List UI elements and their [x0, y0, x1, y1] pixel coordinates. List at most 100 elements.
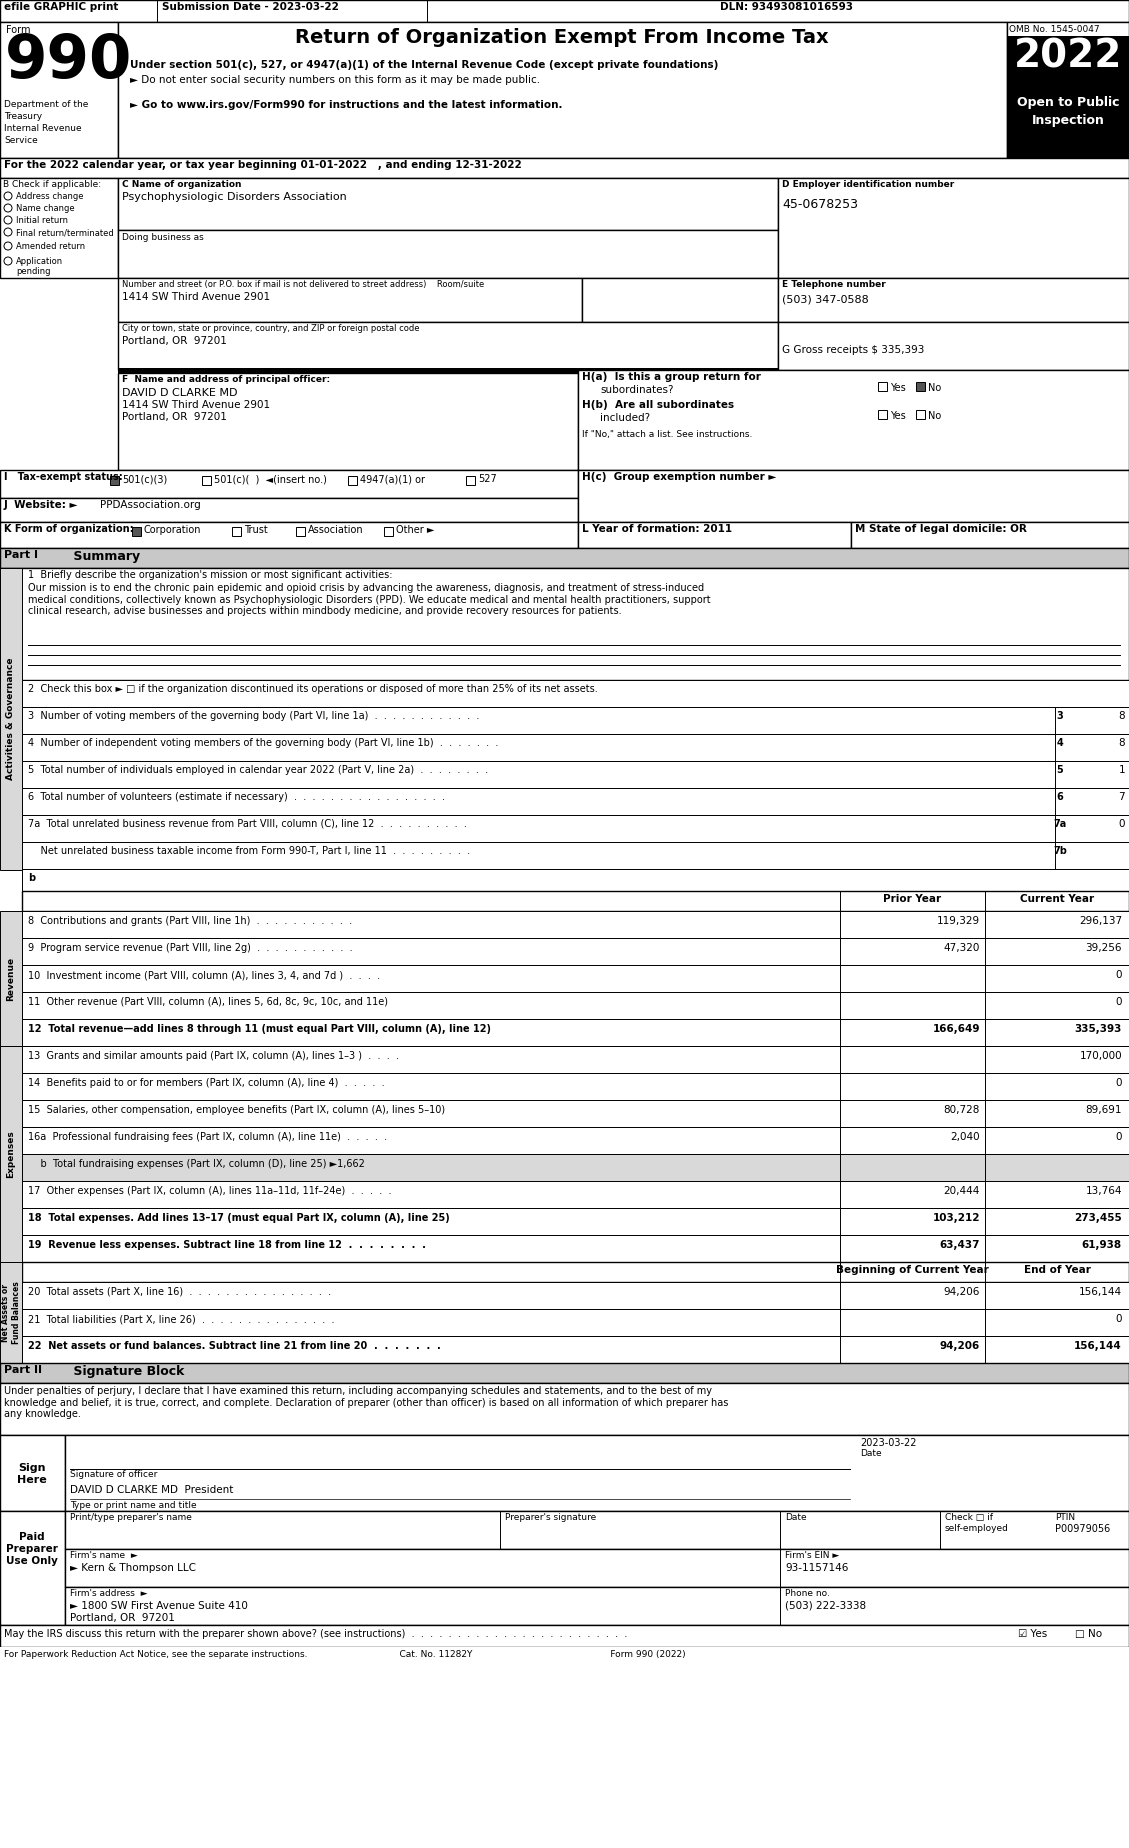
Bar	[21, 1336, 1129, 1364]
Bar	[119, 368, 778, 373]
Bar	[21, 911, 1129, 939]
Bar	[0, 911, 21, 1046]
Bar	[21, 939, 1129, 965]
Text: Expenses: Expenses	[7, 1131, 16, 1177]
Bar	[202, 477, 211, 484]
Text: 0: 0	[1115, 998, 1122, 1007]
Bar	[0, 1647, 1129, 1669]
Bar	[578, 521, 851, 549]
Text: ► 1800 SW First Avenue Suite 410: ► 1800 SW First Avenue Suite 410	[70, 1600, 248, 1611]
Text: 12  Total revenue—add lines 8 through 11 (must equal Part VIII, column (A), line: 12 Total revenue—add lines 8 through 11 …	[28, 1024, 491, 1035]
Text: □ No: □ No	[1075, 1628, 1102, 1639]
Text: Net Assets or
Fund Balances: Net Assets or Fund Balances	[1, 1281, 20, 1343]
Text: 166,649: 166,649	[933, 1024, 980, 1035]
Bar	[21, 1209, 1129, 1234]
Text: Under section 501(c), 527, or 4947(a)(1) of the Internal Revenue Code (except pr: Under section 501(c), 527, or 4947(a)(1)…	[130, 59, 718, 70]
Text: Submission Date - 2023-03-22: Submission Date - 2023-03-22	[161, 2, 339, 11]
Bar	[0, 22, 119, 157]
Bar	[65, 1512, 1129, 1549]
Bar	[21, 761, 1129, 787]
Text: 273,455: 273,455	[1075, 1212, 1122, 1223]
Bar	[21, 734, 1129, 761]
Bar	[65, 1436, 1129, 1512]
Bar	[916, 383, 925, 392]
Text: Corporation: Corporation	[145, 525, 201, 536]
Bar	[119, 177, 778, 229]
Text: Inspection: Inspection	[1032, 115, 1104, 128]
Bar	[0, 0, 1129, 22]
Text: Internal Revenue: Internal Revenue	[5, 124, 81, 133]
Text: E Telephone number: E Telephone number	[782, 281, 886, 288]
Text: Yes: Yes	[890, 383, 905, 394]
Bar	[21, 787, 1129, 815]
Text: 47,320: 47,320	[944, 942, 980, 954]
Text: May the IRS discuss this return with the preparer shown above? (see instructions: May the IRS discuss this return with the…	[5, 1628, 628, 1639]
Text: K Form of organization:: K Form of organization:	[5, 525, 133, 534]
Text: 7a  Total unrelated business revenue from Part VIII, column (C), line 12  .  .  : 7a Total unrelated business revenue from…	[28, 819, 467, 830]
Text: ☑ Yes: ☑ Yes	[1018, 1628, 1048, 1639]
Text: Final return/terminated: Final return/terminated	[16, 227, 114, 237]
Bar	[384, 527, 393, 536]
Bar	[0, 1382, 1129, 1436]
Bar	[878, 410, 887, 419]
Text: 0: 0	[1115, 970, 1122, 979]
Bar	[110, 477, 119, 484]
Bar	[21, 1308, 1129, 1336]
Text: If "No," attach a list. See instructions.: If "No," attach a list. See instructions…	[583, 431, 752, 440]
Text: 0: 0	[1115, 1077, 1122, 1088]
Bar	[119, 322, 778, 370]
Bar	[778, 322, 1129, 370]
Bar	[231, 527, 240, 536]
Bar	[1007, 35, 1129, 87]
Text: D Employer identification number: D Employer identification number	[782, 179, 954, 188]
Text: 15  Salaries, other compensation, employee benefits (Part IX, column (A), lines : 15 Salaries, other compensation, employe…	[28, 1105, 445, 1114]
Text: Firm's address  ►: Firm's address ►	[70, 1589, 148, 1599]
Text: 4  Number of independent voting members of the governing body (Part VI, line 1b): 4 Number of independent voting members o…	[28, 737, 498, 748]
Text: 14  Benefits paid to or for members (Part IX, column (A), line 4)  .  .  .  .  .: 14 Benefits paid to or for members (Part…	[28, 1077, 385, 1088]
Text: Address change: Address change	[16, 192, 84, 201]
Bar	[21, 1074, 1129, 1100]
Text: 94,206: 94,206	[939, 1342, 980, 1351]
Text: Our mission is to end the chronic pain epidemic and opioid crisis by advancing t: Our mission is to end the chronic pain e…	[28, 582, 710, 615]
Text: 7: 7	[1119, 793, 1124, 802]
Text: 296,137: 296,137	[1079, 917, 1122, 926]
Text: Paid
Preparer
Use Only: Paid Preparer Use Only	[6, 1532, 58, 1565]
Text: Part I: Part I	[5, 551, 38, 560]
Text: self-employed: self-employed	[945, 1525, 1009, 1534]
Text: 19  Revenue less expenses. Subtract line 18 from line 12  .  .  .  .  .  .  .  .: 19 Revenue less expenses. Subtract line …	[28, 1240, 426, 1249]
Text: included?: included?	[599, 412, 650, 423]
Bar	[878, 383, 887, 392]
Text: 89,691: 89,691	[1085, 1105, 1122, 1114]
Text: Part II: Part II	[5, 1366, 42, 1375]
Bar	[1007, 87, 1129, 157]
Bar	[21, 815, 1129, 843]
Bar	[578, 469, 1129, 521]
Text: Firm's EIN ►: Firm's EIN ►	[785, 1550, 839, 1560]
Text: 0: 0	[1115, 1314, 1122, 1323]
Bar	[851, 521, 1129, 549]
Text: ► Go to www.irs.gov/Form990 for instructions and the latest information.: ► Go to www.irs.gov/Form990 for instruct…	[130, 100, 562, 111]
Bar	[21, 1234, 1129, 1262]
Bar	[119, 277, 583, 322]
Text: 10  Investment income (Part VIII, column (A), lines 3, 4, and 7d )  .  .  .  .: 10 Investment income (Part VIII, column …	[28, 970, 380, 979]
Text: Check □ if: Check □ if	[945, 1514, 994, 1523]
Text: H(b)  Are all subordinates: H(b) Are all subordinates	[583, 399, 734, 410]
Text: H(a)  Is this a group return for: H(a) Is this a group return for	[583, 371, 761, 383]
Text: Association: Association	[308, 525, 364, 536]
Bar	[778, 177, 1129, 277]
Text: Service: Service	[5, 137, 37, 144]
Text: Department of the: Department of the	[5, 100, 88, 109]
Bar	[21, 1127, 1129, 1153]
Text: Preparer's signature: Preparer's signature	[505, 1514, 596, 1523]
Text: 6  Total number of volunteers (estimate if necessary)  .  .  .  .  .  .  .  .  .: 6 Total number of volunteers (estimate i…	[28, 793, 445, 802]
Text: OMB No. 1545-0047: OMB No. 1545-0047	[1009, 26, 1100, 33]
Bar	[1007, 22, 1129, 157]
Bar	[21, 992, 1129, 1018]
Text: 0: 0	[1115, 1133, 1122, 1142]
Text: Other ►: Other ►	[396, 525, 435, 536]
Text: 3  Number of voting members of the governing body (Part VI, line 1a)  .  .  .  .: 3 Number of voting members of the govern…	[28, 711, 480, 721]
Text: Yes: Yes	[890, 410, 905, 421]
Text: P00979056: P00979056	[1054, 1525, 1110, 1534]
Bar	[119, 373, 578, 469]
Text: 94,206: 94,206	[944, 1286, 980, 1297]
